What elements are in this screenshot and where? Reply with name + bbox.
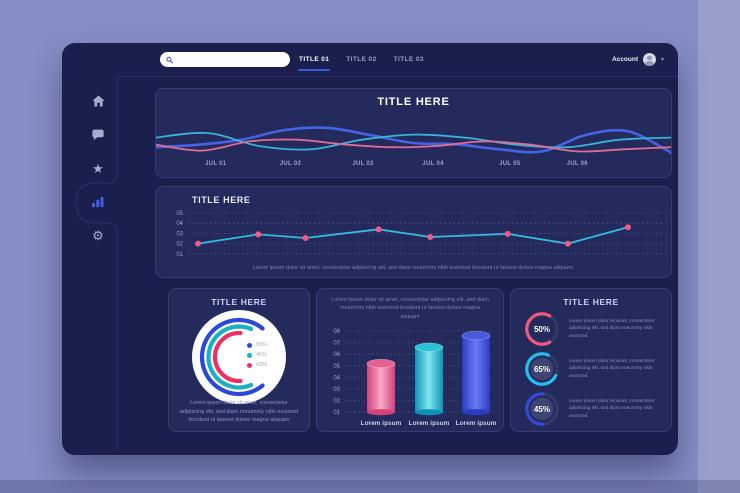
- svg-text:02: 02: [333, 398, 340, 404]
- donut-card-paragraph: Lorem ipsum dolor sit amet, consectetur …: [179, 400, 299, 423]
- donut-card-title: TITLE HERE: [211, 297, 267, 307]
- legend-label: 55%: [256, 342, 268, 348]
- ring-item-text: Lorem ipsum dolor sit amet, consectetur …: [569, 399, 655, 419]
- legend-item: 43%: [247, 362, 267, 368]
- bar-chart: 08 07 06 05 04 03 02 01 Lorem ipsum Lorem ipsum Lo…: [333, 329, 497, 427]
- bar-chart-card: Lorem ipsum dolor sit amet, consectetur …: [316, 288, 504, 432]
- donut-card: TITLE HERE 55% 45% 43% Lorem ipsum dolor s…: [168, 288, 310, 432]
- message-icon: [92, 129, 104, 141]
- svg-text:Lorem ipsum: Lorem ipsum: [409, 420, 450, 427]
- donut-arcs: [199, 317, 265, 397]
- tab-title-02[interactable]: TITLE 02: [346, 56, 377, 63]
- svg-text:02: 02: [176, 242, 183, 248]
- topbar: TITLE 01 TITLE 02 TITLE 03 Account ▾: [117, 43, 678, 77]
- tab-bar: TITLE 01 TITLE 02 TITLE 03: [297, 43, 424, 76]
- rings-card-title: TITLE HERE: [563, 297, 619, 307]
- svg-text:Lorem ipsum: Lorem ipsum: [456, 420, 497, 427]
- ring-item-text: Lorem ipsum dolor sit amet, consectetur …: [569, 359, 655, 379]
- x-axis-label: JUL 02: [279, 161, 302, 167]
- svg-text:50%: 50%: [534, 325, 550, 334]
- x-axis-label: JUL 06: [566, 161, 588, 167]
- progress-ring: 50%: [525, 312, 559, 346]
- svg-text:04: 04: [333, 375, 340, 381]
- trend-chart-x-axis: JUL 01 JUL 02 JUL 03 JUL 04 JUL 05 JUL 06: [156, 161, 671, 171]
- donut-legend: 55% 45% 43%: [247, 342, 267, 368]
- x-axis-label: JUL 01: [205, 161, 227, 167]
- sidebar-item-home[interactable]: [87, 90, 109, 112]
- x-axis-label: JUL 05: [499, 161, 521, 167]
- chevron-down-icon: ▾: [660, 57, 664, 63]
- tab-title-01[interactable]: TITLE 01: [297, 56, 331, 72]
- progress-ring: 65%: [525, 352, 559, 386]
- search-bar[interactable]: [160, 52, 290, 67]
- progress-ring: 45%: [525, 392, 559, 426]
- star-icon: ★: [92, 160, 104, 176]
- svg-text:45%: 45%: [534, 405, 550, 414]
- bar-chart-caption: Lorem ipsum dolor sit amet, consectetur …: [331, 297, 489, 320]
- ring-item: 50% Lorem ipsum dolor sit amet, consectet…: [523, 310, 663, 348]
- account-label: Account: [611, 56, 638, 63]
- svg-text:05: 05: [176, 211, 183, 217]
- svg-text:06: 06: [333, 352, 340, 358]
- sidebar: ★ ⚙: [87, 90, 109, 246]
- x-axis-label: JUL 03: [352, 161, 374, 167]
- avatar: [642, 53, 656, 66]
- legend-label: 43%: [256, 362, 268, 368]
- ring-item-text: Lorem ipsum dolor sit amet, consectetur …: [569, 319, 655, 339]
- legend-dot: [247, 352, 252, 358]
- dot-line-chart-card: TITLE HERE 05 04 03 02 01 Lorem ipsum dolor …: [155, 186, 672, 278]
- bar-chart-icon: [92, 196, 104, 207]
- gear-icon: ⚙: [92, 227, 104, 243]
- dot-line-chart-title: TITLE HERE: [192, 195, 251, 205]
- tab-title-03[interactable]: TITLE 03: [393, 56, 424, 63]
- x-axis-label: JUL 04: [422, 161, 444, 167]
- legend-dot: [247, 362, 252, 368]
- trend-chart-card: TITLE HERE JUL 01 JUL 02 JUL 03 JUL 04 JUL 0…: [155, 88, 672, 178]
- trend-chart-title: TITLE HERE: [377, 96, 450, 108]
- sidebar-item-favorites[interactable]: ★: [87, 157, 109, 179]
- svg-text:08: 08: [333, 329, 340, 335]
- sidebar-item-settings[interactable]: ⚙: [87, 224, 109, 246]
- svg-text:03: 03: [333, 387, 340, 393]
- trend-chart: [156, 126, 671, 154]
- legend-dot: [247, 342, 252, 348]
- svg-text:01: 01: [333, 410, 340, 416]
- svg-text:03: 03: [176, 231, 183, 237]
- account-menu[interactable]: Account ▾: [612, 43, 664, 76]
- dot-line-chart-caption: Lorem ipsum dolor sit amet, consectetur …: [252, 264, 575, 271]
- home-icon: [91, 95, 105, 107]
- sidebar-item-stats[interactable]: [87, 191, 109, 213]
- search-input[interactable]: [173, 55, 284, 64]
- svg-text:07: 07: [333, 340, 340, 346]
- ring-item: 45% Lorem ipsum dolor sit amet, consectet…: [523, 390, 663, 428]
- rings-card: TITLE HERE 50% Lorem ipsum dolor sit amet…: [510, 288, 672, 432]
- sidebar-item-messages[interactable]: [87, 124, 109, 146]
- donut-chart: 55% 45% 43%: [192, 310, 286, 404]
- svg-text:65%: 65%: [534, 365, 550, 374]
- search-icon: [166, 56, 174, 63]
- legend-item: 55%: [247, 342, 267, 348]
- legend-item: 45%: [247, 352, 267, 358]
- dashboard-panel: TITLE 01 TITLE 02 TITLE 03 Account ▾ ★: [62, 43, 678, 455]
- ring-item: 65% Lorem ipsum dolor sit amet, consectet…: [523, 350, 663, 388]
- svg-text:Lorem ipsum: Lorem ipsum: [361, 420, 402, 427]
- svg-text:04: 04: [176, 221, 183, 227]
- dot-line-chart: 05 04 03 02 01: [176, 211, 666, 258]
- rings-list: 50% Lorem ipsum dolor sit amet, consectet…: [523, 310, 663, 428]
- svg-text:05: 05: [333, 364, 340, 370]
- legend-label: 45%: [256, 352, 268, 358]
- svg-text:01: 01: [176, 252, 183, 258]
